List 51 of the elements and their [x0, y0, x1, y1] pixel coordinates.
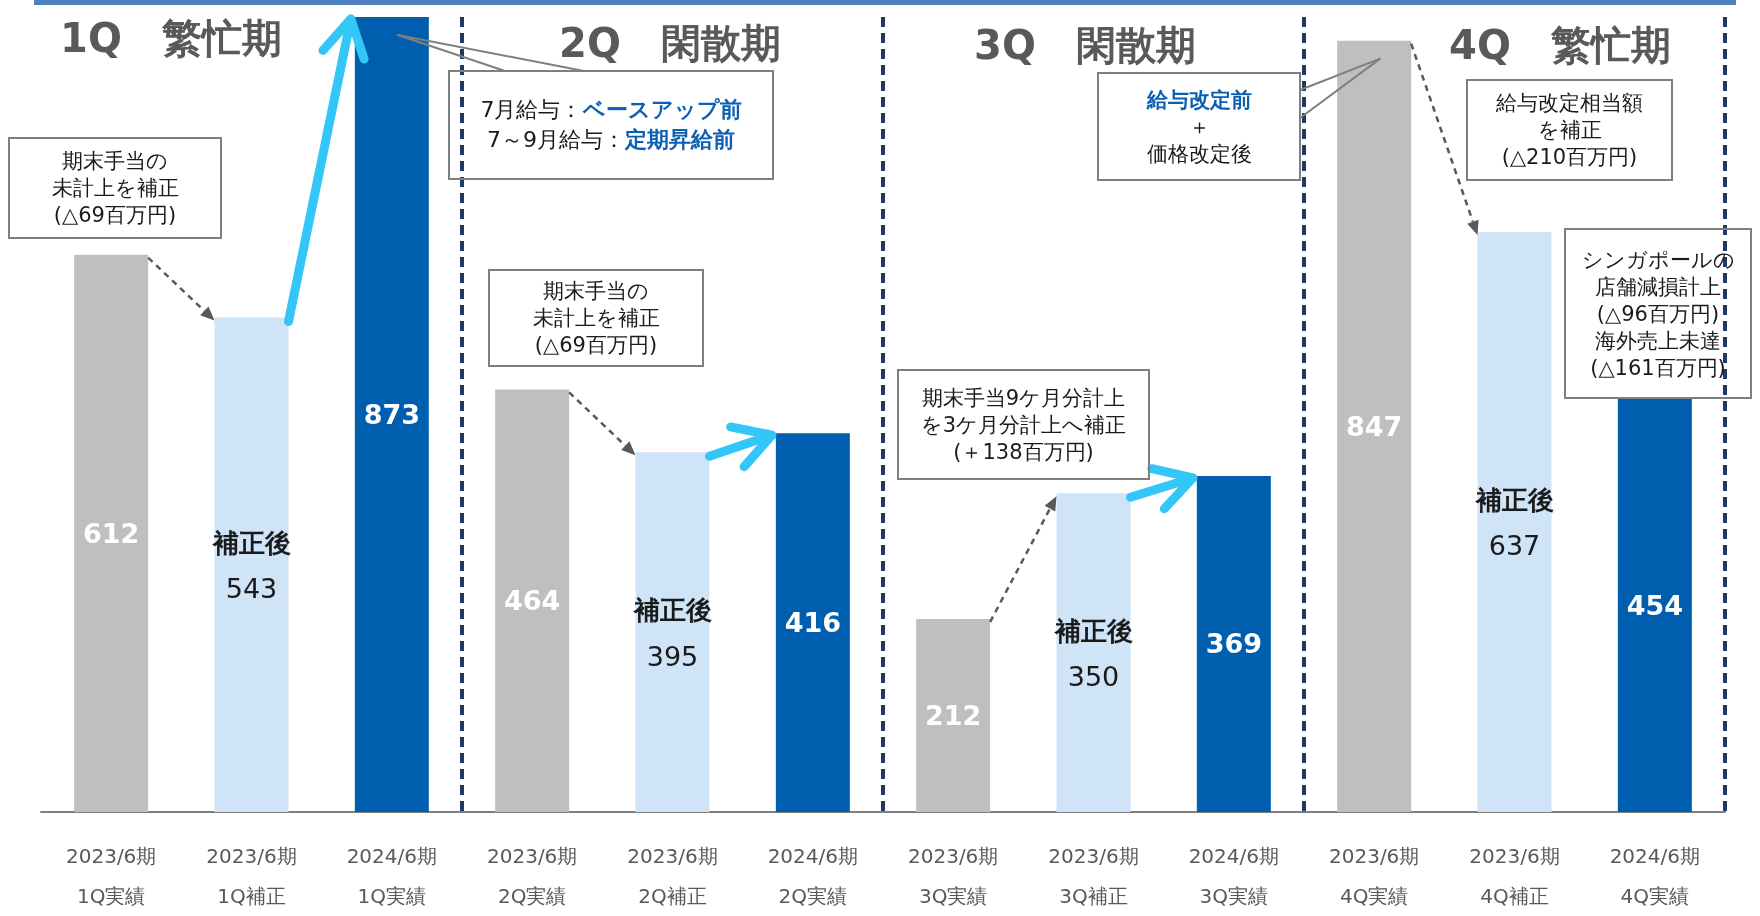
- data-label: 395: [646, 640, 699, 672]
- data-label: 637: [1488, 530, 1541, 562]
- x-tick-label: 2023/6期 2Q実績: [486, 844, 578, 908]
- annotation: 給与改定前＋価格改定後: [1146, 87, 1252, 167]
- annotation: 補正後: [212, 527, 291, 558]
- annotation: 補正後: [633, 595, 712, 626]
- bar: [74, 254, 149, 812]
- annotation: 2Q 閑散期: [559, 19, 781, 67]
- data-label: 416: [784, 607, 842, 639]
- annotation: シンガポールの店舗減損計上(△96百万円)海外売上未達(△161百万円): [1581, 246, 1735, 381]
- x-tick-label: 2023/6期 1Q実績: [65, 844, 157, 908]
- bar: [1056, 493, 1131, 812]
- bar: [495, 389, 570, 812]
- data-label: 454: [1626, 589, 1684, 621]
- data-label: 543: [225, 573, 278, 605]
- x-tick-label: 2023/6期 1Q補正: [206, 844, 297, 908]
- bar: [1477, 231, 1552, 812]
- x-tick-label: 2024/6期 2Q実績: [767, 844, 859, 908]
- annotation: 補正後: [1054, 615, 1133, 646]
- data-label: 212: [924, 699, 982, 731]
- annotation: 7月給与：ベースアップ前 7～9月給与：定期昇給前: [480, 96, 742, 154]
- x-tick-label: 2023/6期 4Q補正: [1469, 844, 1560, 908]
- x-tick-label: 2023/6期 2Q補正: [627, 844, 718, 908]
- data-label: 847: [1345, 410, 1403, 442]
- x-tick-label: 2023/6期 3Q補正: [1048, 844, 1139, 908]
- data-label: 369: [1205, 628, 1263, 660]
- data-label: 873: [363, 399, 421, 430]
- bar: [354, 17, 429, 812]
- data-label: 350: [1067, 661, 1120, 693]
- annotation: 期末手当の未計上を補正(△69百万円): [51, 147, 179, 229]
- x-tick-label: 2024/6期 4Q実績: [1609, 844, 1701, 908]
- annotation: 4Q 繁忙期: [1449, 21, 1671, 69]
- x-tick-label: 2024/6期 3Q実績: [1188, 844, 1280, 908]
- bar: [1337, 40, 1412, 812]
- annotation: 給与改定相当額を補正(△210百万円): [1496, 89, 1643, 171]
- x-tick-label: 2023/6期 4Q実績: [1328, 844, 1420, 908]
- bar: [635, 452, 710, 812]
- x-tick-label: 2024/6期 1Q実績: [346, 844, 438, 908]
- data-label: 612: [82, 517, 140, 549]
- x-tick-label: 2023/6期 3Q実績: [907, 844, 999, 908]
- bar: [1617, 398, 1692, 812]
- annotation: 期末手当9ケ月分計上を3ケ月分計上へ補正(＋138百万円): [920, 384, 1127, 465]
- bar: [775, 433, 850, 812]
- data-label: 464: [503, 585, 561, 617]
- annotation: 補正後: [1475, 484, 1554, 515]
- bar: [1196, 475, 1271, 812]
- bar: [916, 618, 991, 812]
- annotation: 期末手当の未計上を補正(△69百万円): [532, 277, 660, 359]
- bar: [214, 317, 289, 812]
- annotation: 3Q 閑散期: [974, 21, 1196, 69]
- annotation: 1Q 繁忙期: [60, 14, 282, 62]
